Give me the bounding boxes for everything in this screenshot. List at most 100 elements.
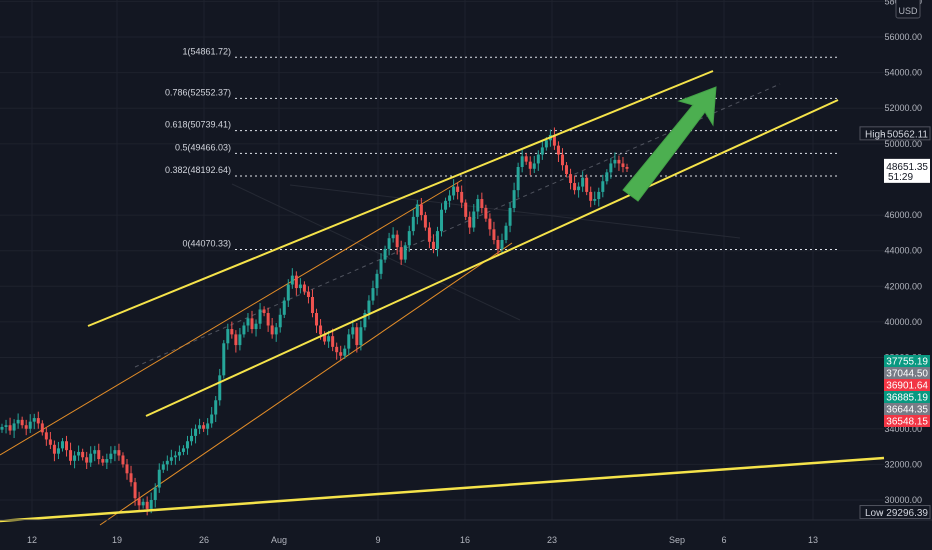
price-tick-label: 54000.00 — [884, 68, 922, 78]
faint-diagonal-line-2 — [289, 184, 741, 239]
price-tag-value: 37044.50 — [886, 369, 928, 380]
candle-body — [435, 231, 439, 249]
candle-body — [613, 159, 617, 164]
price-axis[interactable]: 30000.0032000.0034000.0036000.0038000.00… — [884, 0, 922, 505]
fibonacci-retracement[interactable]: 1(54861.72) 0.786(52552.37) 0.618(50739.41… — [165, 46, 838, 250]
yellow-channel[interactable] — [0, 70, 885, 523]
candle-body — [383, 248, 387, 260]
fib-label-5: 0(44070.33) — [182, 238, 231, 248]
candle-body — [65, 441, 69, 451]
candle-body — [294, 275, 298, 289]
faint-diagonal-line — [231, 183, 521, 321]
candle-body — [565, 165, 569, 175]
candle-body — [444, 200, 448, 210]
candle-body — [181, 448, 185, 452]
candle-body — [274, 327, 278, 335]
current-price-value: 48651.35 — [886, 162, 928, 173]
candle-body — [194, 428, 198, 436]
price-tag-box — [884, 379, 930, 391]
candle-body — [190, 435, 194, 442]
price-tick-label: 40000.00 — [884, 317, 922, 327]
candle-body — [472, 211, 476, 228]
candle-body — [137, 498, 141, 506]
candle-body — [339, 352, 343, 356]
candle-body — [601, 181, 605, 192]
candle-body — [528, 161, 532, 169]
candle-body — [556, 145, 560, 155]
green-arrow[interactable] — [622, 86, 717, 202]
yellow-upper-line[interactable] — [87, 70, 714, 327]
candle-body — [69, 450, 73, 461]
candle-body — [395, 234, 399, 248]
candle-body — [169, 457, 173, 461]
candle-body — [214, 400, 218, 415]
price-tick-label: 46000.00 — [884, 210, 922, 220]
candle-body — [379, 259, 383, 274]
candle-body — [306, 291, 310, 297]
candle-body — [411, 216, 415, 232]
price-tag-value: 37755.19 — [886, 357, 928, 368]
candle-body — [573, 183, 577, 191]
price-tag-box — [884, 367, 930, 379]
price-tag-label: Low — [865, 508, 884, 519]
candle-body — [371, 288, 375, 301]
candle-body — [496, 240, 500, 249]
candle-body — [105, 459, 109, 463]
current-price-box — [884, 158, 930, 183]
candle-body — [85, 457, 89, 463]
candle-body — [0, 426, 4, 430]
candle-body — [60, 441, 64, 449]
price-tag-box — [859, 126, 931, 141]
candle-body — [44, 432, 48, 440]
candle-body — [536, 154, 540, 164]
candle-body — [262, 309, 266, 314]
candle-body — [177, 451, 181, 456]
candle-body — [234, 334, 238, 346]
candle-body — [524, 156, 528, 162]
candle-body — [206, 423, 210, 429]
candle-body — [81, 451, 85, 458]
candle-body — [440, 209, 444, 232]
orange-upper-line[interactable] — [0, 179, 463, 456]
candle-body — [460, 191, 464, 203]
candle-body — [28, 421, 32, 429]
candle-body — [335, 346, 339, 353]
candle-body — [319, 325, 323, 335]
orange-lower-line[interactable] — [99, 242, 513, 526]
candle-body — [242, 325, 246, 335]
price-tag-value: 36548.15 — [886, 417, 928, 428]
candle-body — [117, 450, 121, 456]
candle-body — [302, 284, 306, 292]
candle-body — [77, 451, 81, 456]
candle-body — [597, 191, 601, 200]
time-axis[interactable]: 12 19 26 Aug 9 16 23 Sep 6 13 — [0, 519, 932, 545]
candle-body — [569, 174, 573, 184]
price-tag-box — [884, 415, 930, 427]
candle-body — [520, 156, 524, 167]
candle-body — [238, 334, 242, 346]
candle-body — [8, 425, 12, 431]
candle-body — [625, 166, 629, 169]
candle-body — [56, 448, 60, 454]
candle-body — [145, 501, 149, 509]
currency-box[interactable]: USD — [895, 0, 921, 19]
price-tick-label: 32000.00 — [884, 459, 922, 469]
orange-channel[interactable] — [0, 179, 513, 526]
candle-body — [488, 218, 492, 230]
arrow-icon[interactable] — [622, 86, 717, 202]
candle-body — [504, 225, 508, 241]
candle-body — [621, 163, 625, 167]
price-tick-label: 30000.00 — [884, 495, 922, 505]
candle-body — [185, 441, 189, 449]
time-tick-label: Aug — [271, 535, 287, 545]
yellow-support-line[interactable] — [0, 456, 885, 523]
candle-body — [48, 439, 52, 445]
yellow-lower-line[interactable] — [145, 99, 839, 417]
candle-body — [391, 234, 395, 239]
price-tag-value: - 50562.11 — [881, 129, 929, 140]
candle-body — [407, 231, 411, 246]
candle-body — [290, 275, 294, 285]
price-tick-label: 52000.00 — [884, 103, 922, 113]
